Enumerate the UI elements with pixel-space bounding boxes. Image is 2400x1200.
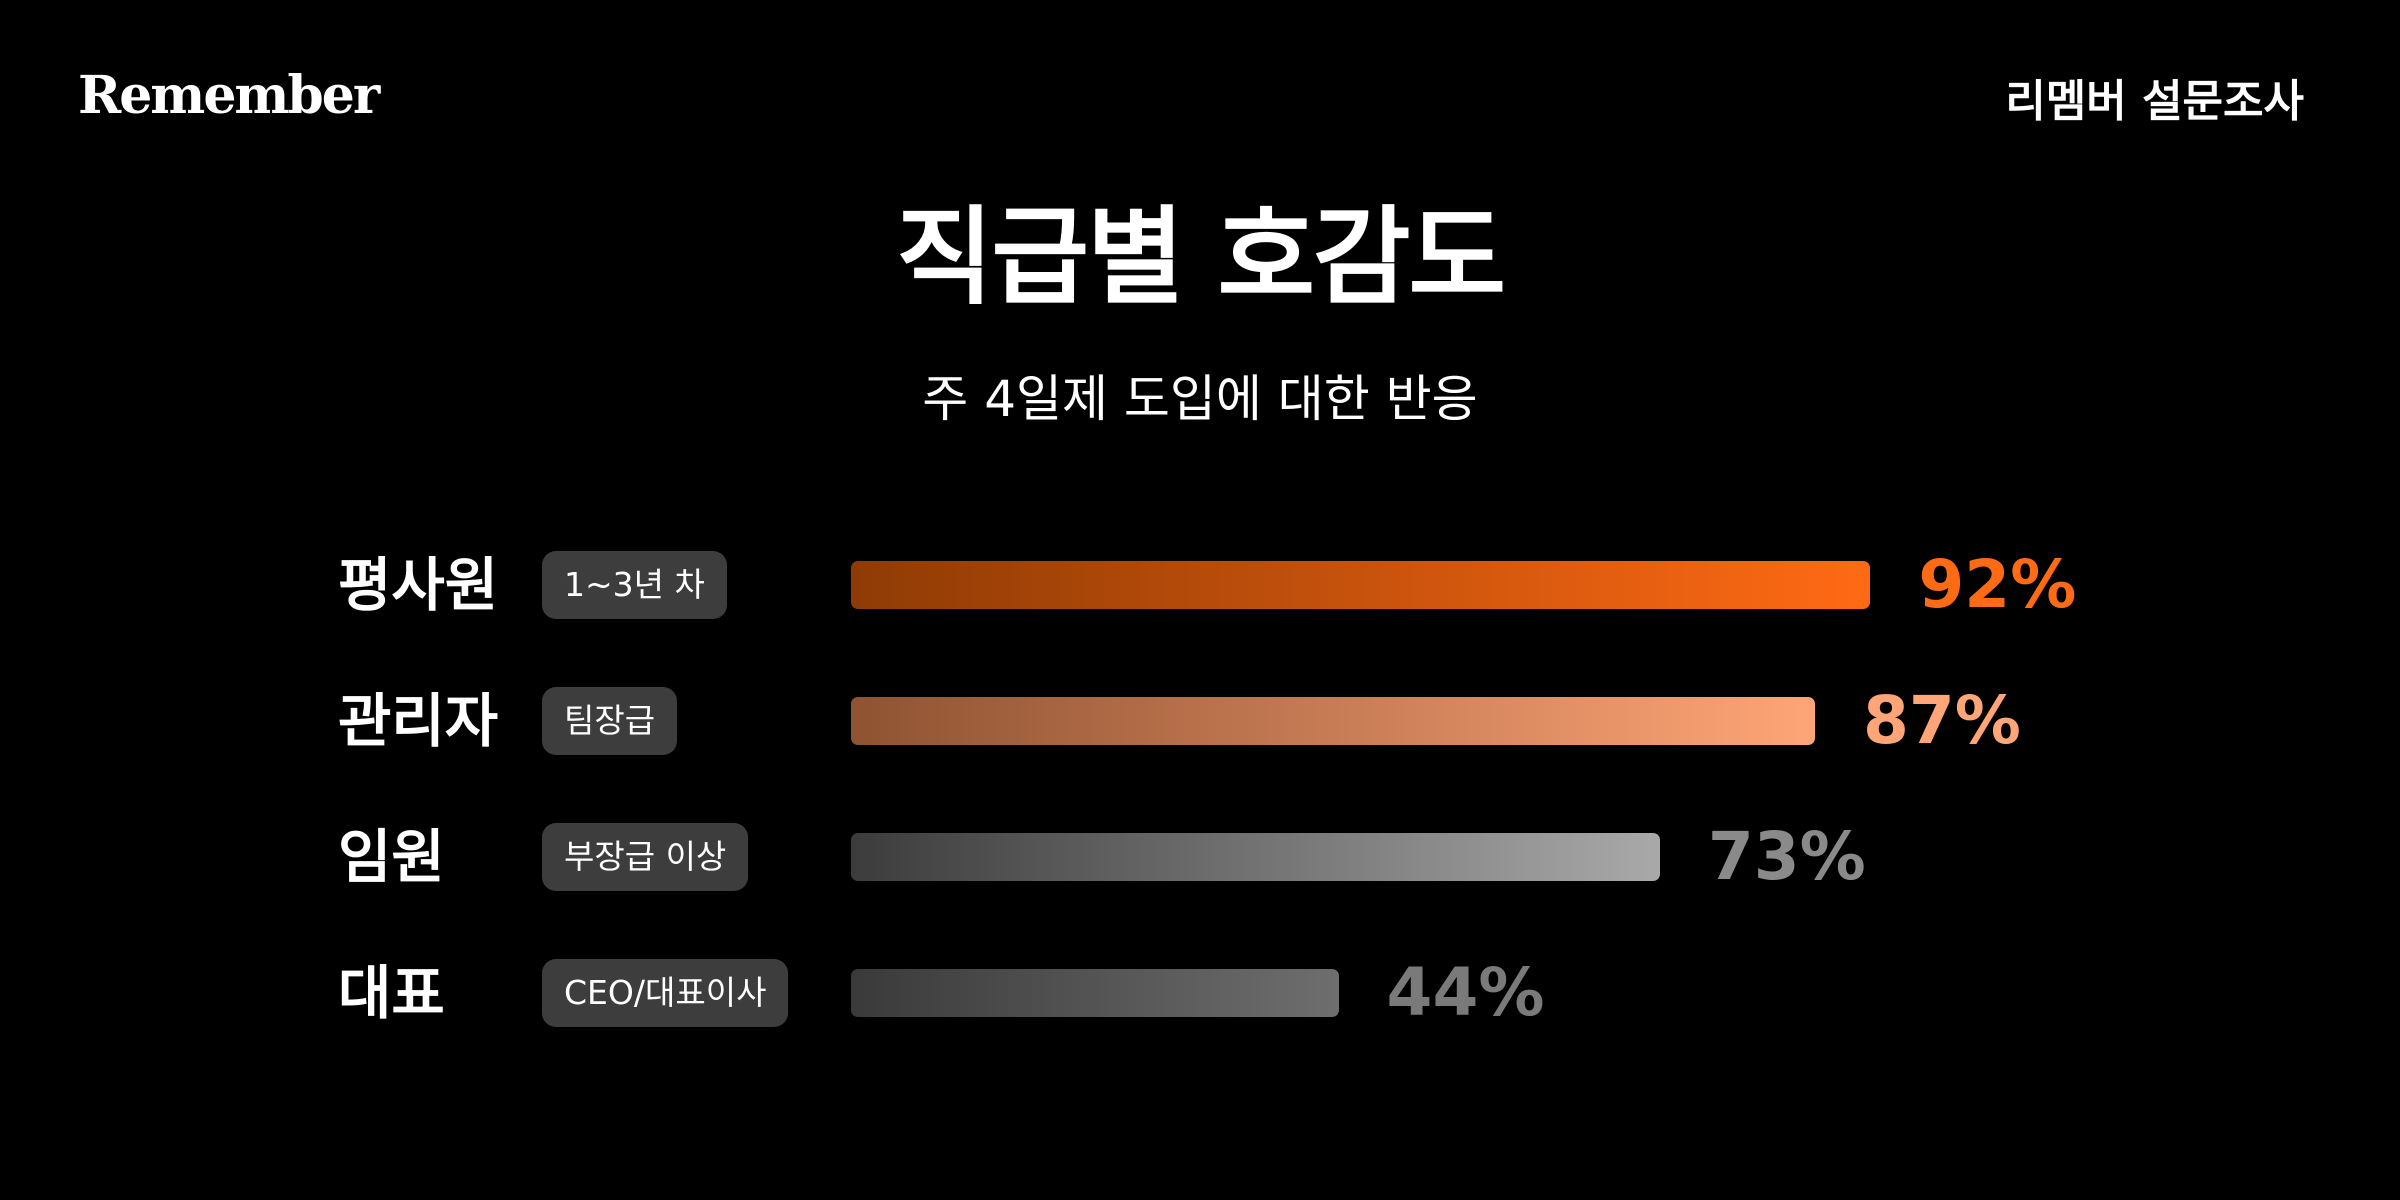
category-tag: 1~3년 차 (542, 551, 727, 619)
page-title: 직급별 호감도 (895, 196, 1506, 319)
bar (851, 561, 1871, 609)
category-tag: 팀장급 (542, 687, 678, 755)
category-label: 대표 (338, 959, 445, 1027)
chart-row: 관리자 팀장급 87% (0, 676, 2400, 766)
bar-chart: 평사원 1~3년 차 92% 관리자 팀장급 87% 임원 부장급 이상 73% 대표 CEO/대표… (0, 540, 2400, 1080)
chart-row: 평사원 1~3년 차 92% (0, 540, 2400, 630)
value-label: 92% (1918, 546, 2077, 623)
remember-logo: Remember (78, 65, 380, 126)
bar (851, 697, 1815, 745)
value-label: 73% (1707, 818, 1866, 895)
category-label: 관리자 (338, 687, 499, 755)
category-label: 임원 (338, 823, 445, 891)
category-tag: 부장급 이상 (542, 823, 749, 891)
value-label: 87% (1862, 682, 2021, 759)
bar (851, 969, 1339, 1017)
category-tag: CEO/대표이사 (542, 959, 789, 1027)
chart-row: 임원 부장급 이상 73% (0, 812, 2400, 902)
value-label: 44% (1386, 954, 1545, 1031)
category-label: 평사원 (338, 551, 499, 619)
page-subtitle: 주 4일제 도입에 대한 반응 (922, 370, 1478, 428)
bar (851, 833, 1660, 881)
survey-label: 리멤버 설문조사 (2005, 76, 2304, 127)
chart-row: 대표 CEO/대표이사 44% (0, 948, 2400, 1038)
